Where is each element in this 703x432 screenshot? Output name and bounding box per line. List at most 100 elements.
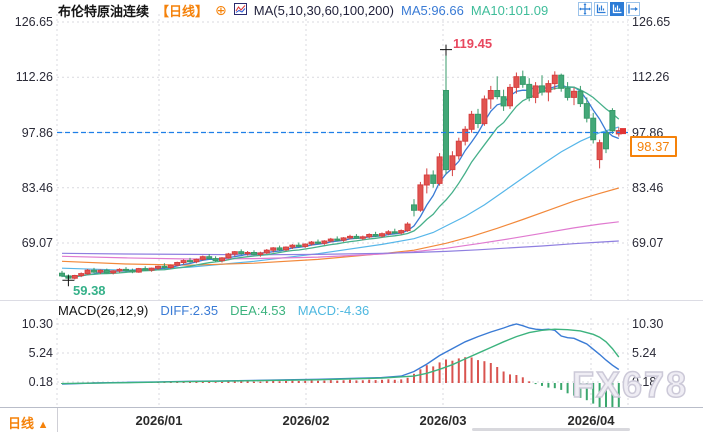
candle-body [302,243,309,247]
candle-body [507,86,513,107]
candle-body [379,233,385,237]
candle-body [475,113,481,125]
candle-body [71,275,78,279]
candle-body [59,272,65,277]
ma5-value-label: MA5:96.66 [400,2,464,18]
axis-tick-label: 126.65 [632,15,671,29]
candle-body [315,241,321,244]
pan-crosshair-icon[interactable] [578,2,592,16]
candle-body [283,246,289,251]
axis-tick-label: 0.18 [28,375,53,389]
axis-tick-label: 83.46 [632,180,664,195]
candle-body [110,270,117,274]
axis-tick-label: 0.18 [632,375,657,389]
candle-body [238,251,245,255]
period-tab-daily[interactable]: 日线 ▲ [8,416,49,431]
candle-body [276,247,283,251]
high-cross-marker [440,44,452,56]
candle-body [436,156,443,184]
candle-body [571,90,577,98]
last-price-marker [620,128,626,135]
candle-body [244,252,251,255]
axis-tick-label: 10.30 [21,317,53,331]
candle-body [340,237,347,241]
ma-settings-label[interactable]: MA(5,10,30,60,100,200) [253,2,394,18]
candle-body [404,223,411,232]
candle-body [187,260,193,263]
candle-body [494,90,501,98]
ma30-line [61,126,619,271]
candle-body [251,252,257,255]
shift-right-icon[interactable] [626,2,640,16]
ma60-line [61,187,619,266]
period-dropdown-arrow: ▲ [37,419,49,431]
candle-body [321,240,328,244]
candle-body [225,253,232,259]
candle-body [398,230,405,234]
candle-body [481,98,488,125]
candle-body [289,244,296,248]
candle-body [411,204,417,211]
candle-body [423,174,430,186]
date-label: 2026/03 [419,413,467,428]
last-price-tag: 98.37 [630,136,677,157]
candle-body [308,241,315,245]
candle-body [295,244,302,247]
chart-type-icon[interactable] [233,2,247,18]
candle-body [532,85,539,98]
candle-body [167,264,174,269]
ma10-value-label: MA10:101.09 [470,2,549,18]
candle-body [103,269,110,274]
candle-body [161,265,168,268]
candle-body [449,155,456,171]
low-cross-marker [62,275,75,287]
candle-body [135,268,142,273]
candle-body [596,142,603,161]
axis-tick-label: 126.65 [14,15,53,29]
price-pane-header: 布伦特原油连续 【日线】 ⊕ MA(5,10,30,60,100,200) MA… [58,1,548,19]
add-indicator-icon[interactable]: ⊕ [215,2,227,18]
candle-body [199,256,206,260]
axis-tick-label: 10.30 [632,317,664,331]
axis-tick-label: 5.24 [28,346,53,360]
instrument-title: 布伦特原油连续 [58,3,150,19]
candle-body [334,238,341,241]
axis-tick-label: 5.24 [632,346,657,360]
candle-body [526,83,533,99]
candle-body [513,76,520,88]
candle-body [263,249,270,254]
candle-body [564,87,571,98]
axis-scale-icon[interactable] [610,2,624,16]
candle-body [212,258,219,262]
candle-body [353,235,360,239]
candle-body [180,260,187,264]
macd-params-label[interactable]: MACD(26,12,9) [58,302,149,318]
candle-body [84,269,91,275]
candle-body [609,110,616,132]
date-label: 2026/04 [567,413,615,428]
date-bar: 日线 ▲ 2026/01 2026/02 2026/03 2026/04 [0,407,703,432]
candle-body [155,265,161,269]
period-tag[interactable]: 【日线】 [156,3,209,19]
candle-body [443,90,449,171]
candle-body [193,258,200,263]
candle-body [372,234,379,237]
pane-separator [0,300,703,301]
candle-body [583,103,590,119]
candle-body [455,140,462,157]
candle-body [97,269,104,273]
dea-value-label: DEA:4.53 [230,302,286,318]
tab-divider [57,408,58,432]
axis-tick-label: 83.46 [21,180,53,195]
high-price-annotation: 119.45 [453,36,493,51]
candle-body [148,267,155,271]
candle-body [487,90,494,100]
candle-body [391,231,398,234]
candle-body [577,90,584,105]
axis-zoom-icon[interactable] [594,2,608,16]
scrollbar-thumb[interactable] [472,428,630,431]
candle-body [551,74,558,85]
candle-body [257,252,264,255]
